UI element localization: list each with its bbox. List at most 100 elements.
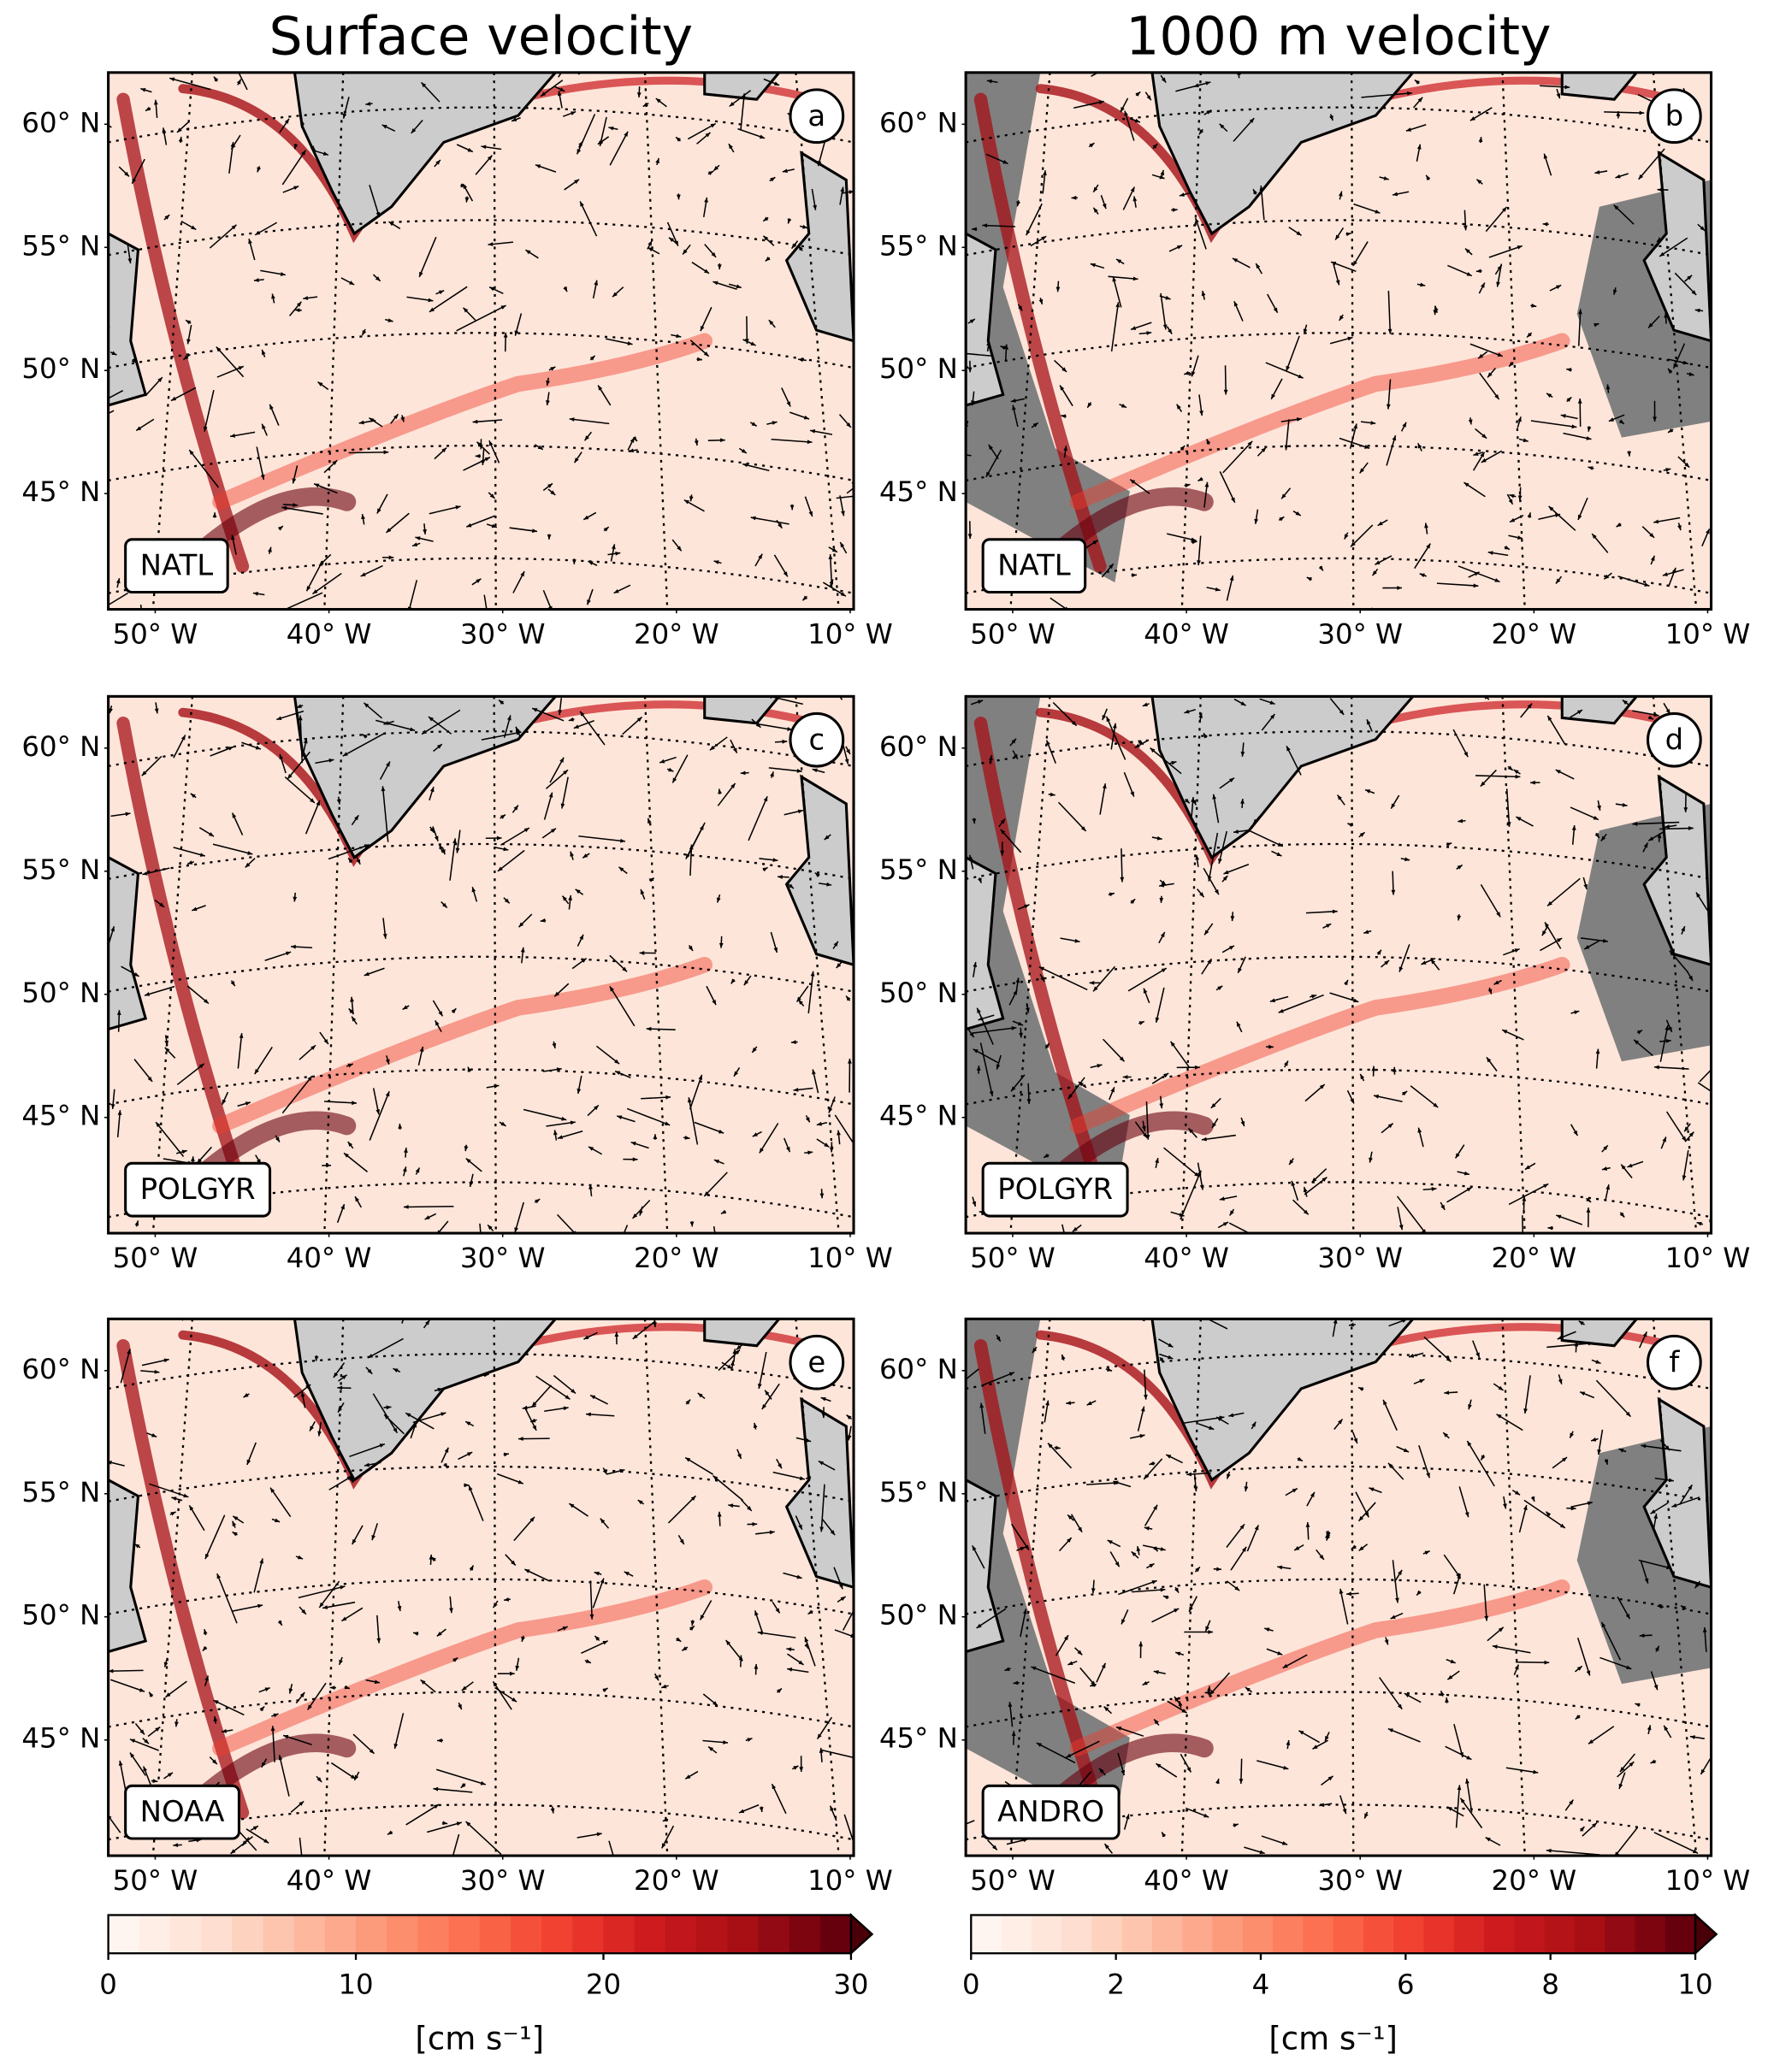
colorbar-step: [1363, 1915, 1394, 1954]
arrow-head: [720, 438, 725, 443]
arrow-head: [1688, 372, 1694, 376]
arrow-head: [531, 1402, 537, 1407]
arrow-head: [1680, 1605, 1687, 1610]
velocity-arrow: [581, 1640, 609, 1655]
arrow-head: [738, 1655, 743, 1661]
velocity-arrow: [1339, 1588, 1349, 1625]
arrow-head: [411, 127, 417, 133]
map-panel: [108, 696, 854, 1234]
velocity-arrow: [272, 1726, 275, 1762]
velocity-arrow: [212, 843, 253, 855]
arrow-head: [773, 947, 778, 953]
arrow-head: [989, 1090, 994, 1096]
arrow-head: [1026, 1099, 1032, 1104]
panel-letter-badge: [789, 1334, 845, 1390]
arrow-head: [153, 99, 158, 105]
velocity-arrow: [641, 1096, 671, 1100]
arrow-head: [1395, 1597, 1399, 1603]
velocity-arrow: [1247, 829, 1284, 847]
arrow-head: [694, 440, 699, 446]
arrow-head: [212, 1759, 217, 1765]
velocity-arrow: [1203, 867, 1220, 895]
arrow-head: [314, 483, 320, 488]
arrow-head: [1032, 422, 1038, 428]
arrow-head: [1496, 281, 1500, 287]
arrow-head: [136, 426, 142, 431]
arrow-head: [802, 224, 808, 229]
arrow-head: [423, 529, 427, 534]
arrow-head: [515, 1665, 520, 1671]
arrow-head: [1040, 976, 1045, 983]
colorbar-step: [1001, 1915, 1032, 1954]
current-band: [1069, 333, 1570, 511]
arrow-head: [1223, 870, 1229, 875]
velocity-arrow: [429, 286, 468, 313]
arrow-head: [516, 726, 520, 732]
arrow-head: [1010, 398, 1016, 403]
arrow-head: [233, 1515, 239, 1521]
velocity-arrow: [713, 1226, 716, 1234]
arrow-head: [1259, 1850, 1265, 1855]
velocity-arrow: [1659, 237, 1688, 257]
arrow-head: [798, 999, 803, 1005]
arrow-head: [1478, 353, 1484, 359]
arrow-head: [1576, 710, 1583, 715]
arrow-head: [1575, 1715, 1581, 1720]
arrow-head: [306, 586, 311, 592]
lat-tick-label: 60° N: [21, 730, 100, 763]
arrow-head: [1024, 904, 1030, 909]
arrow-head: [1174, 1587, 1180, 1593]
arrow-head: [273, 1713, 279, 1718]
velocity-arrow: [1112, 276, 1122, 308]
colorbar-step: [1453, 1915, 1485, 1954]
british-isles: [1642, 774, 1712, 966]
arrow-head: [1668, 1478, 1674, 1483]
arrow-head: [690, 1620, 695, 1626]
arrow-head: [1677, 525, 1682, 531]
arrow-head: [326, 1163, 332, 1168]
arrow-head: [1110, 1087, 1115, 1093]
arrow-head: [1648, 639, 1653, 644]
arrow-head: [590, 1395, 596, 1400]
arrow-head: [1306, 577, 1312, 581]
arrow-head: [676, 1637, 682, 1642]
velocity-arrow: [120, 1349, 131, 1384]
arrow-head: [296, 704, 302, 708]
arrow-head: [1353, 998, 1359, 1003]
arrow-head: [707, 171, 714, 175]
arrow-head: [1242, 1546, 1247, 1552]
arrow-head: [1089, 980, 1095, 985]
arrow-head: [580, 201, 584, 207]
arrow-head: [415, 536, 421, 540]
velocity-arrow: [569, 418, 610, 425]
arrow-head: [441, 1412, 446, 1417]
arrow-head: [216, 1573, 222, 1579]
arrow-head: [1351, 541, 1356, 547]
velocity-arrow: [1218, 830, 1227, 865]
lon-tick-label: 50° W: [113, 1864, 198, 1897]
arrow-head: [369, 1749, 375, 1754]
arrow-head: [386, 1405, 392, 1410]
velocity-arrow: [412, 1412, 446, 1424]
arrow-head: [1397, 1703, 1403, 1709]
arrow-head: [1372, 570, 1377, 576]
arrow-head: [553, 1130, 558, 1136]
arrow-head: [615, 1071, 621, 1076]
arrow-head: [1458, 818, 1463, 823]
arrow-head: [1067, 1094, 1073, 1100]
arrow-head: [342, 113, 347, 119]
velocity-arrow: [1194, 217, 1207, 250]
arrow-head: [602, 1469, 607, 1475]
arrow-head: [456, 1821, 462, 1827]
arrow-head: [1228, 777, 1234, 782]
dataset-label-box: [124, 1161, 272, 1218]
arrow-head: [562, 895, 567, 901]
velocity-arrow: [976, 1007, 994, 1045]
arrow-head: [1446, 1356, 1452, 1362]
lon-tick-label: 30° W: [1317, 1242, 1403, 1274]
arrow-head: [1055, 1445, 1061, 1450]
arrow-head: [1530, 780, 1535, 785]
lat-tick-label: 60° N: [21, 1353, 100, 1385]
arrow-head: [1595, 1360, 1601, 1364]
graticule: [795, 696, 840, 1234]
